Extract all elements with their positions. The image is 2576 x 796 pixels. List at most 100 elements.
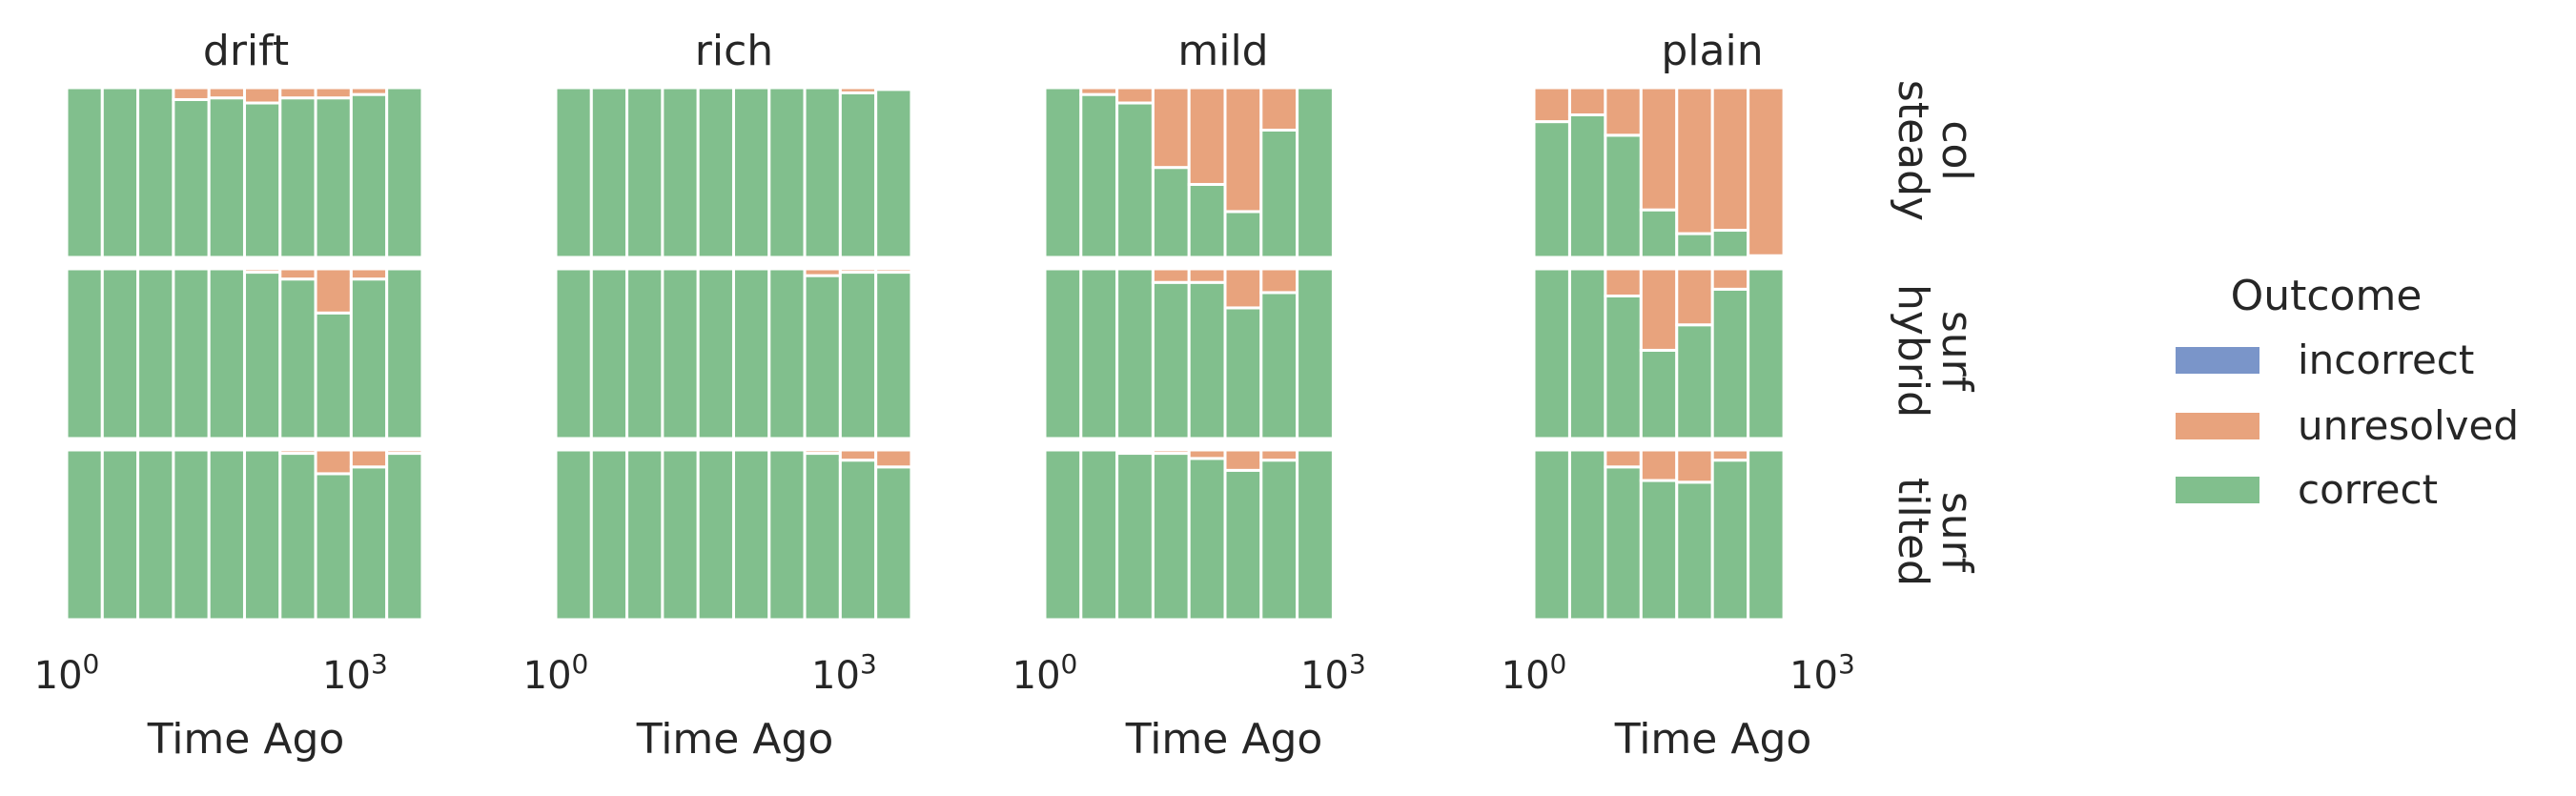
bar-unresolved <box>207 86 246 100</box>
x-axis-label-mild: Time Ago <box>1125 715 1323 764</box>
bar-correct <box>625 267 664 440</box>
bar-correct <box>1079 92 1119 259</box>
bar-correct <box>278 96 317 259</box>
bar-correct <box>803 86 842 259</box>
x-axes: 100 103 Time Ago 100 103 Time Ago 100 103 Time A… <box>34 648 1855 764</box>
bar-unresolved <box>1604 267 1643 297</box>
bar-correct <box>1043 86 1083 259</box>
panel-rich-row-3 <box>554 448 913 622</box>
bar-correct <box>65 448 104 622</box>
bar-correct <box>1187 457 1227 622</box>
bar-unresolved <box>1115 86 1155 105</box>
panel-mild-row-1 <box>1043 86 1335 259</box>
panel-mild-row-2 <box>1043 267 1335 440</box>
bar-correct <box>1710 229 1750 259</box>
bar-unresolved <box>278 86 317 100</box>
bar-correct <box>1532 267 1571 440</box>
bar-correct <box>1259 459 1299 622</box>
bar-correct <box>1747 267 1786 440</box>
bar-correct <box>1675 323 1714 440</box>
bar-unresolved <box>1223 267 1263 310</box>
bar-unresolved <box>314 267 353 315</box>
legend-swatch-unresolved <box>2176 413 2259 439</box>
bar-correct <box>1187 182 1227 259</box>
bar-unresolved <box>242 86 282 105</box>
bar-correct <box>314 472 353 622</box>
row-label-3-top: surf <box>1932 492 1981 574</box>
panel-drift-row-1 <box>65 86 424 259</box>
row-label-3-bottom: tilted <box>1889 478 1937 586</box>
bar-correct <box>65 267 104 440</box>
legend-label-unresolved: unresolved <box>2298 402 2519 449</box>
panel-drift-row-3 <box>65 448 424 622</box>
bar-correct <box>349 92 389 259</box>
bar-correct <box>1675 480 1714 622</box>
bar-unresolved <box>1747 86 1786 257</box>
bar-unresolved <box>803 448 842 456</box>
bar-unresolved <box>874 448 913 469</box>
x-axis-label-plain: Time Ago <box>1614 715 1812 764</box>
bar-correct <box>589 86 629 259</box>
bar-unresolved <box>1675 448 1714 484</box>
x-tick-label-rich-1: 103 <box>811 648 877 698</box>
bar-correct <box>385 86 424 259</box>
bar-unresolved <box>278 267 317 281</box>
column-titles: drift rich mild plain <box>203 27 1764 75</box>
bar-correct <box>1296 86 1335 259</box>
bar-correct <box>1296 448 1335 622</box>
bar-correct <box>1675 232 1714 259</box>
bar-correct <box>136 86 175 259</box>
column-title-rich: rich <box>695 27 773 75</box>
bar-correct <box>1639 479 1679 622</box>
bar-unresolved <box>278 448 317 456</box>
bar-correct <box>625 86 664 259</box>
bar-unresolved <box>314 448 353 476</box>
bar-correct <box>589 267 629 440</box>
bar-correct <box>1223 306 1263 440</box>
bar-correct <box>100 267 140 440</box>
x-axis-label-rich: Time Ago <box>636 715 834 764</box>
legend-swatch-correct <box>2176 477 2259 503</box>
x-tick-label-mild-1: 103 <box>1300 648 1366 698</box>
row-labels: col steady surf hybrid surf tilted <box>1889 80 1981 586</box>
bar-unresolved <box>1079 86 1119 96</box>
bar-unresolved <box>1532 86 1571 124</box>
bar-unresolved <box>1675 86 1714 235</box>
bar-correct <box>874 465 913 622</box>
legend-title: Outcome <box>2231 272 2423 320</box>
bar-correct <box>136 448 175 622</box>
panel-plain-row-1 <box>1532 86 1786 259</box>
bar-correct <box>349 465 389 622</box>
bar-correct <box>207 96 246 259</box>
bar-correct <box>1747 448 1786 622</box>
bar-unresolved <box>1604 86 1643 137</box>
x-tick-label-rich-0: 100 <box>523 648 589 698</box>
bar-unresolved <box>1710 448 1750 462</box>
bar-correct <box>172 97 211 259</box>
bar-unresolved <box>1604 448 1643 469</box>
bar-unresolved <box>1151 448 1191 456</box>
bar-correct <box>1604 465 1643 622</box>
legend-label-correct: correct <box>2298 466 2438 513</box>
bar-correct <box>1710 459 1750 622</box>
x-tick-label-drift-0: 100 <box>34 648 100 698</box>
row-label-2-top: surf <box>1932 311 1981 393</box>
panel-rich-row-2 <box>554 267 913 440</box>
bar-correct <box>731 448 771 622</box>
bar-correct <box>100 448 140 622</box>
bar-correct <box>314 96 353 259</box>
bar-unresolved <box>349 86 389 96</box>
bar-unresolved <box>1259 267 1299 295</box>
bar-correct <box>100 86 140 259</box>
bar-unresolved <box>874 267 913 275</box>
panels-layer <box>65 86 1786 622</box>
bar-correct <box>1115 267 1155 440</box>
bar-unresolved <box>172 86 211 101</box>
bar-correct <box>1604 133 1643 259</box>
bar-correct <box>554 86 593 259</box>
bar-unresolved <box>1675 267 1714 327</box>
bar-correct <box>661 267 700 440</box>
bar-unresolved <box>349 448 389 469</box>
panel-plain-row-3 <box>1532 448 1786 622</box>
x-tick-label-mild-0: 100 <box>1012 648 1078 698</box>
